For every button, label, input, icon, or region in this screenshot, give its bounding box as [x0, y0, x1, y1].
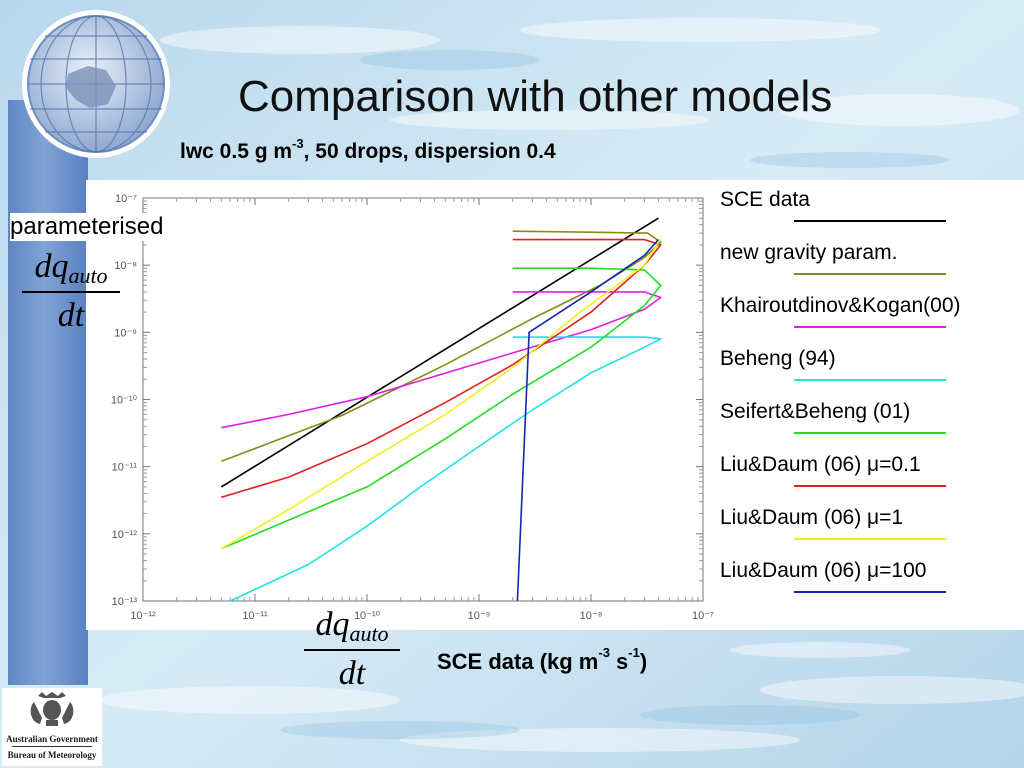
legend-line — [794, 273, 946, 275]
y-annotation: parameterised — [10, 213, 164, 241]
series-line — [516, 239, 659, 602]
globe-logo — [22, 10, 170, 158]
x-tick-label: 10⁻⁹ — [468, 610, 491, 622]
legend-label: SCE data — [720, 188, 810, 211]
legend-line — [794, 379, 946, 381]
y-axis-fraction: dqauto dt — [22, 248, 120, 335]
legend-line — [794, 485, 946, 487]
coat-of-arms-icon — [30, 692, 74, 726]
legend: SCE data new gravity param. Khairoutdinov&… — [712, 180, 1024, 630]
sidebar-stripe — [8, 100, 88, 685]
legend-label: Beheng (94) — [720, 347, 836, 370]
page-title: Comparison with other models — [238, 72, 833, 121]
legend-label: Khairoutdinov&Kogan(00) — [720, 294, 961, 317]
legend-line — [794, 538, 946, 540]
legend-line — [794, 326, 946, 328]
legend-label: new gravity param. — [720, 241, 898, 264]
y-tick-label: 10⁻⁹ — [114, 327, 137, 339]
legend-label: Liu&Daum (06) μ=100 — [720, 559, 927, 582]
series-line — [221, 291, 662, 429]
series-line — [220, 217, 659, 488]
x-tick-label: 10⁻⁷ — [692, 610, 714, 622]
x-axis-fraction: dqauto dt — [304, 606, 400, 693]
y-tick-label: 10⁻¹¹ — [112, 462, 138, 474]
legend-line — [794, 432, 946, 434]
x-tick-label: 10⁻¹⁰ — [354, 610, 381, 622]
x-axis-label: SCE data (kg m-3 s-1) — [437, 645, 648, 674]
y-tick-label: 10⁻¹² — [112, 529, 138, 541]
legend-line — [794, 220, 946, 222]
chart: 10⁻¹² 10⁻¹¹ 10⁻¹⁰ 10⁻⁹ 10⁻⁸ 10⁻⁷ 10⁻¹³ 10⁻¹² 10⁻… — [111, 193, 714, 622]
series-line — [221, 230, 662, 463]
series-line — [221, 238, 662, 499]
series-line — [229, 336, 662, 602]
legend-label: Liu&Daum (06) μ=0.1 — [720, 453, 921, 476]
y-tick-label: 10⁻¹⁰ — [111, 395, 138, 407]
legend-line — [794, 591, 946, 593]
chart-panel — [86, 180, 1024, 630]
subtitle: lwc 0.5 g m-3, 50 drops, dispersion 0.4 — [180, 136, 556, 163]
x-tick-label: 10⁻¹¹ — [242, 610, 268, 622]
y-tick-label: 10⁻¹³ — [112, 596, 138, 608]
legend-label: Seifert&Beheng (01) — [720, 400, 911, 423]
x-tick-label: 10⁻¹² — [130, 610, 156, 622]
series-line — [220, 237, 662, 550]
x-tick-label: 10⁻⁸ — [580, 610, 603, 622]
logo-line1: Australian Government — [6, 734, 98, 744]
series-line — [220, 267, 662, 550]
plot-frame — [142, 197, 704, 602]
logo-line2: Bureau of Meteorology — [7, 750, 97, 760]
y-tick-label: 10⁻⁷ — [115, 193, 137, 205]
legend-label: Liu&Daum (06) μ=1 — [720, 506, 904, 529]
y-tick-label: 10⁻⁸ — [114, 260, 137, 272]
bom-logo: Australian Government Bureau of Meteorol… — [2, 688, 102, 766]
